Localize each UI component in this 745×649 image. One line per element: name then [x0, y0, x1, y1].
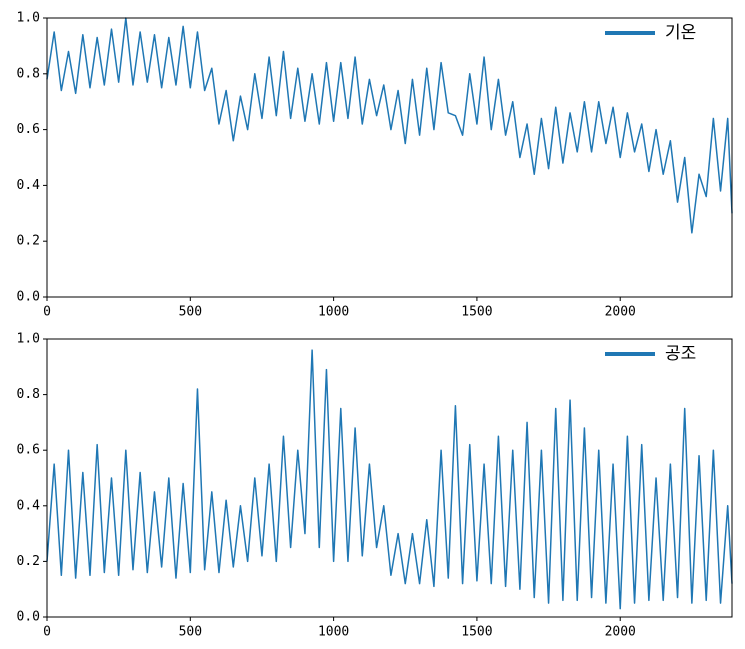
y-tick-label: 0.6	[17, 443, 40, 458]
x-tick-label: 1500	[461, 305, 492, 320]
y-tick-label: 0.2	[17, 234, 40, 249]
x-tick-label: 0	[43, 625, 51, 640]
x-tick-label: 500	[179, 305, 202, 320]
y-tick-label: 0.8	[17, 387, 40, 402]
y-tick-label: 1.0	[17, 11, 40, 26]
data-line	[46, 17, 733, 234]
y-tick-label: 0.0	[17, 610, 40, 625]
y-tick-label: 0.6	[17, 122, 40, 137]
y-tick-label: 0.8	[17, 66, 40, 81]
x-tick-label: 1000	[318, 305, 349, 320]
x-tick-label: 500	[179, 625, 202, 640]
axes-frame	[46, 338, 733, 618]
x-tick-label: 1500	[461, 625, 492, 640]
y-tick-label: 0.4	[17, 498, 41, 513]
legend-label: 공조	[665, 344, 696, 364]
y-tick-label: 0.4	[17, 178, 41, 193]
x-tick-label: 0	[43, 305, 51, 320]
y-tick-label: 1.0	[17, 332, 40, 347]
axes-frame	[46, 17, 733, 298]
y-tick-label: 0.2	[17, 554, 40, 569]
x-tick-label: 2000	[605, 625, 636, 640]
x-tick-label: 1000	[318, 625, 349, 640]
x-tick-label: 2000	[605, 305, 636, 320]
y-tick-label: 0.0	[17, 290, 40, 305]
legend-label: 기온	[665, 23, 696, 43]
data-line	[46, 349, 733, 610]
